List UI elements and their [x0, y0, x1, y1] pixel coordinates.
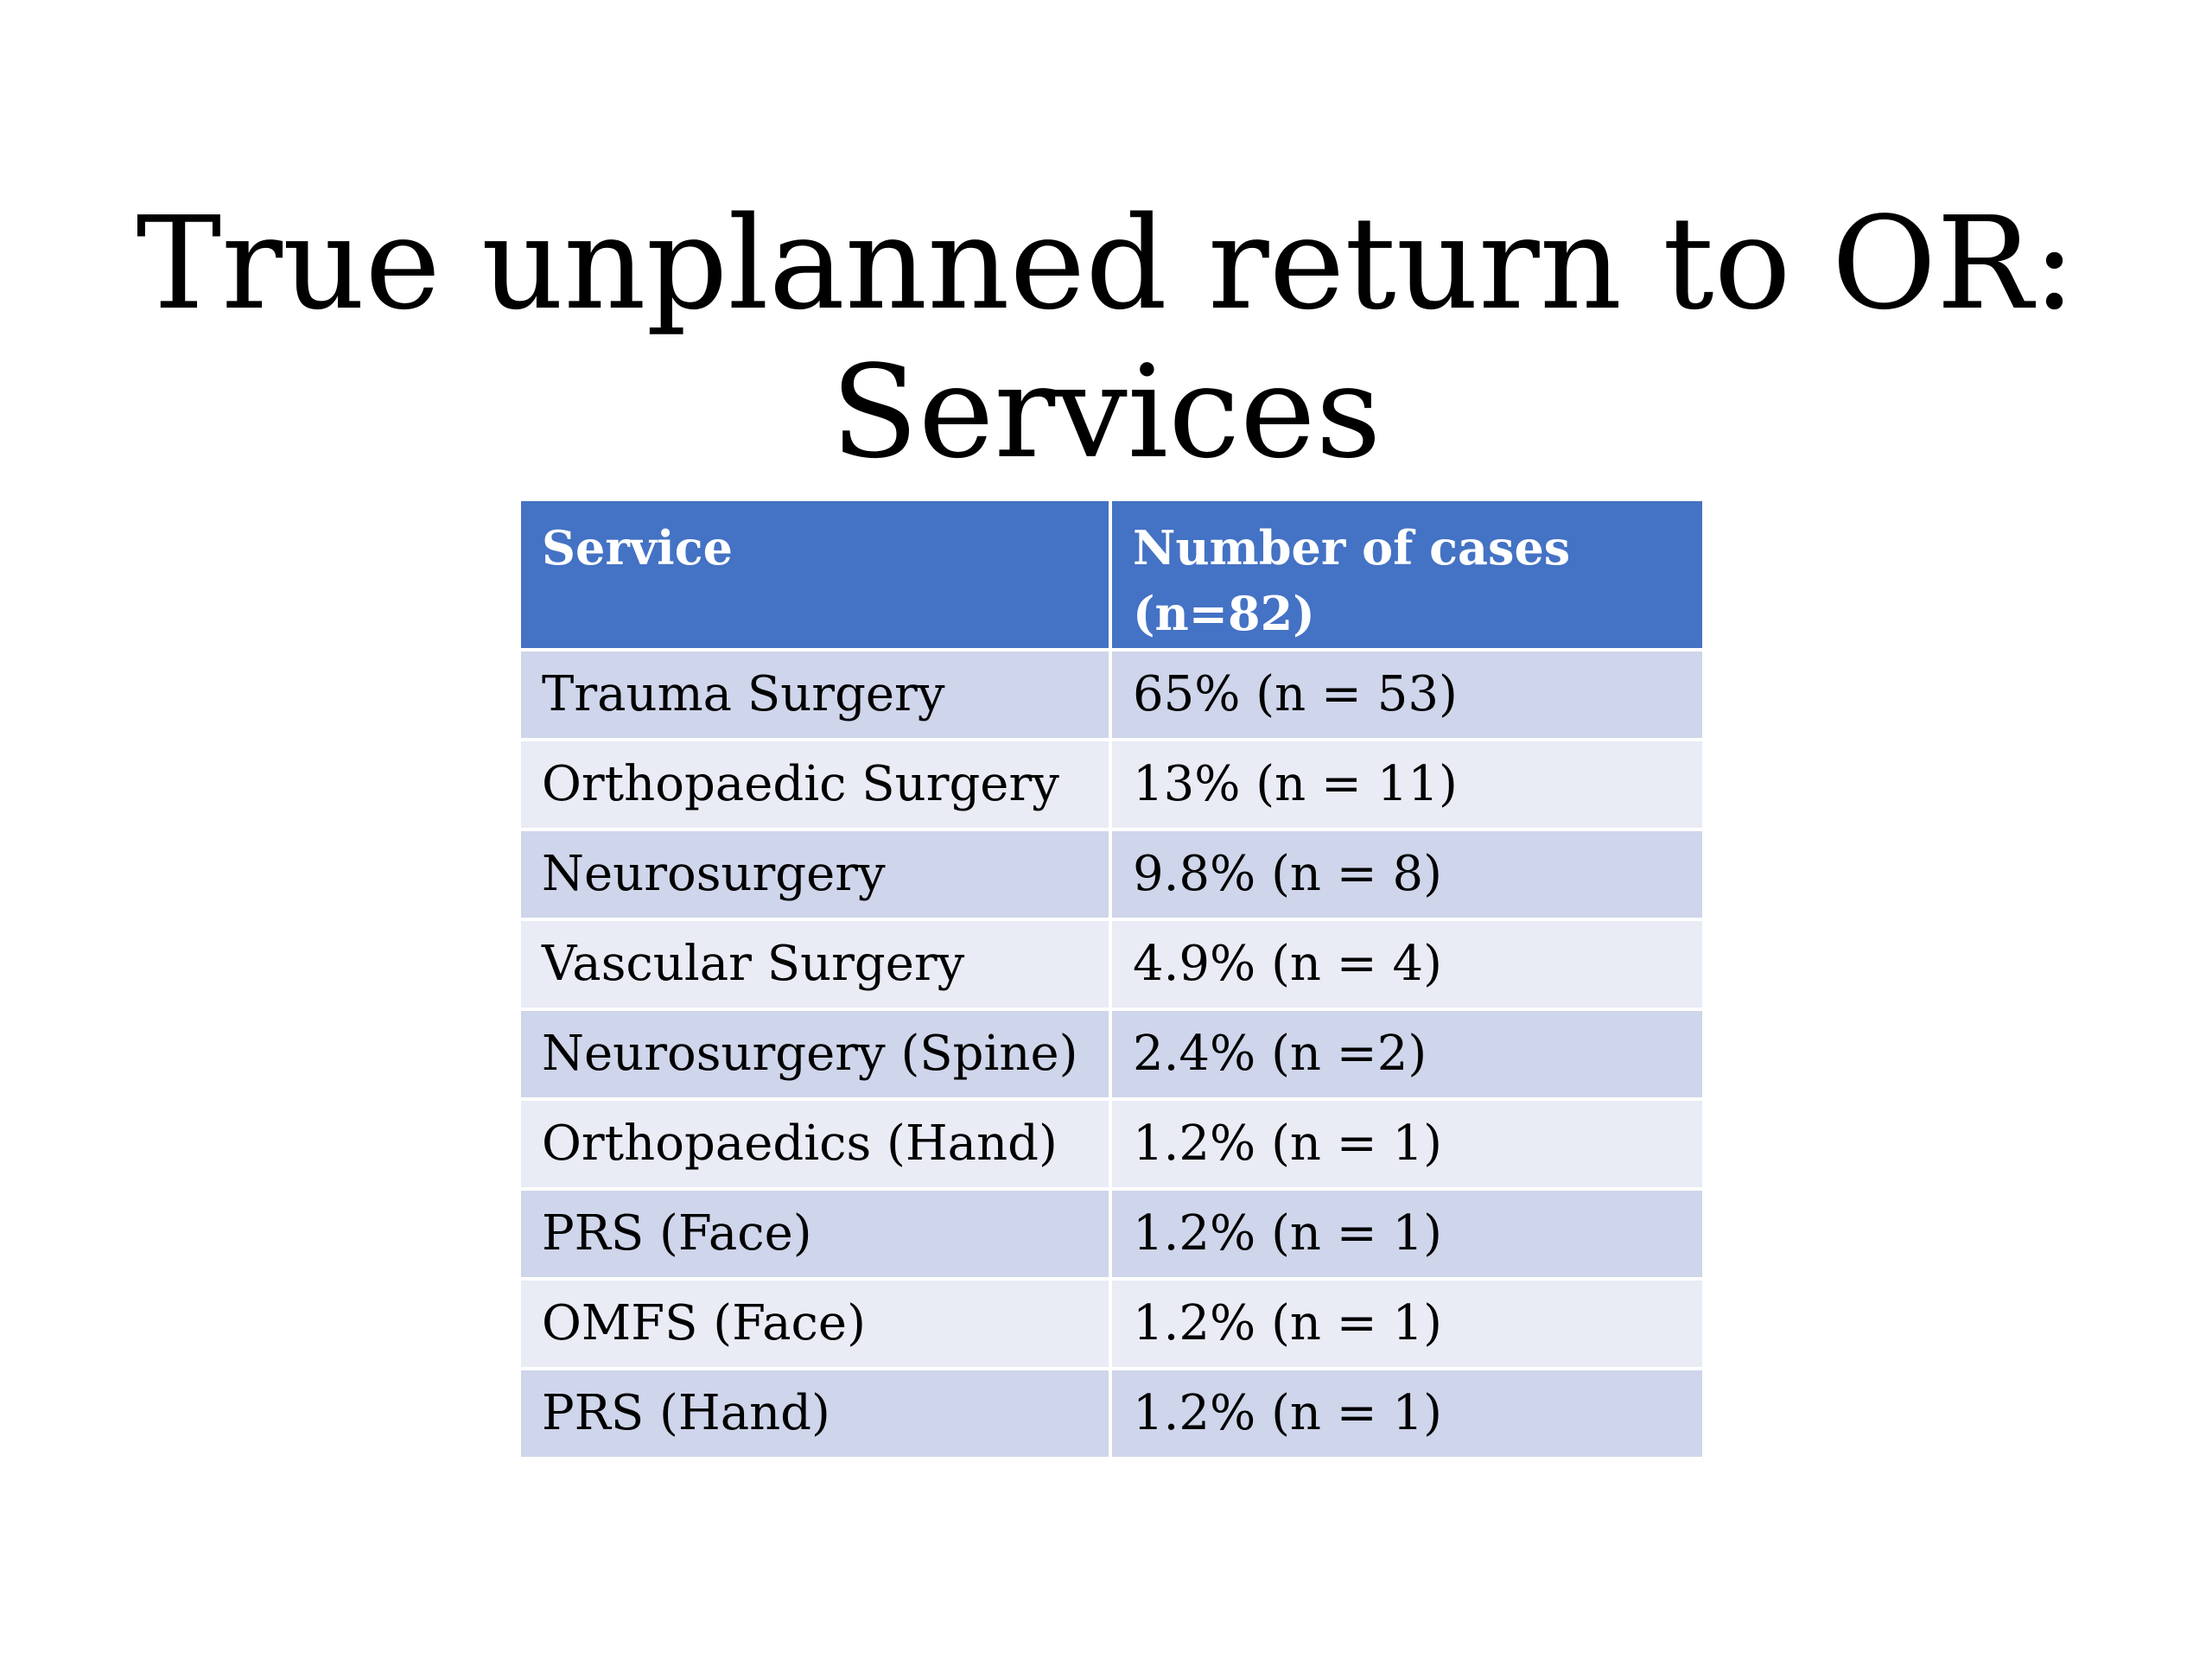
table-row: Orthopaedics (Hand) 1.2% (n = 1)	[521, 1101, 1702, 1187]
service-cell: Vascular Surgery	[521, 921, 1109, 1007]
service-cell: Orthopaedic Surgery	[521, 741, 1109, 828]
service-cell: Trauma Surgery	[521, 652, 1109, 738]
service-cell: Orthopaedics (Hand)	[521, 1101, 1109, 1187]
service-cell: PRS (Hand)	[521, 1370, 1109, 1457]
header-service: Service	[521, 501, 1109, 648]
slide-title-line-1: True unplanned return to OR:	[136, 189, 2076, 339]
service-cell: OMFS (Face)	[521, 1281, 1109, 1367]
cases-cell: 1.2% (n = 1)	[1112, 1370, 1702, 1457]
header-number-of-cases: Number of cases (n=82)	[1112, 501, 1702, 648]
table-row: Orthopaedic Surgery 13% (n = 11)	[521, 741, 1702, 828]
table-header-row: Service Number of cases (n=82)	[521, 501, 1702, 648]
table-row: OMFS (Face) 1.2% (n = 1)	[521, 1281, 1702, 1367]
cases-cell: 13% (n = 11)	[1112, 741, 1702, 828]
service-cell: Neurosurgery (Spine)	[521, 1011, 1109, 1097]
table-row: PRS (Face) 1.2% (n = 1)	[521, 1191, 1702, 1277]
cases-cell: 9.8% (n = 8)	[1112, 831, 1702, 918]
cases-cell: 65% (n = 53)	[1112, 652, 1702, 738]
table-row: PRS (Hand) 1.2% (n = 1)	[521, 1370, 1702, 1457]
service-cell: PRS (Face)	[521, 1191, 1109, 1277]
slide-title: True unplanned return to OR: Services	[0, 189, 2212, 486]
table-row: Trauma Surgery 65% (n = 53)	[521, 652, 1702, 738]
table-row: Vascular Surgery 4.9% (n = 4)	[521, 921, 1702, 1007]
cases-cell: 1.2% (n = 1)	[1112, 1191, 1702, 1277]
cases-cell: 1.2% (n = 1)	[1112, 1101, 1702, 1187]
service-cell: Neurosurgery	[521, 831, 1109, 918]
table-row: Neurosurgery 9.8% (n = 8)	[521, 831, 1702, 918]
services-table: Service Number of cases (n=82) Trauma Su…	[518, 498, 1706, 1460]
cases-cell: 4.9% (n = 4)	[1112, 921, 1702, 1007]
slide-title-line-2: Services	[830, 338, 1382, 487]
table-row: Neurosurgery (Spine) 2.4% (n =2)	[521, 1011, 1702, 1097]
cases-cell: 2.4% (n =2)	[1112, 1011, 1702, 1097]
cases-cell: 1.2% (n = 1)	[1112, 1281, 1702, 1367]
